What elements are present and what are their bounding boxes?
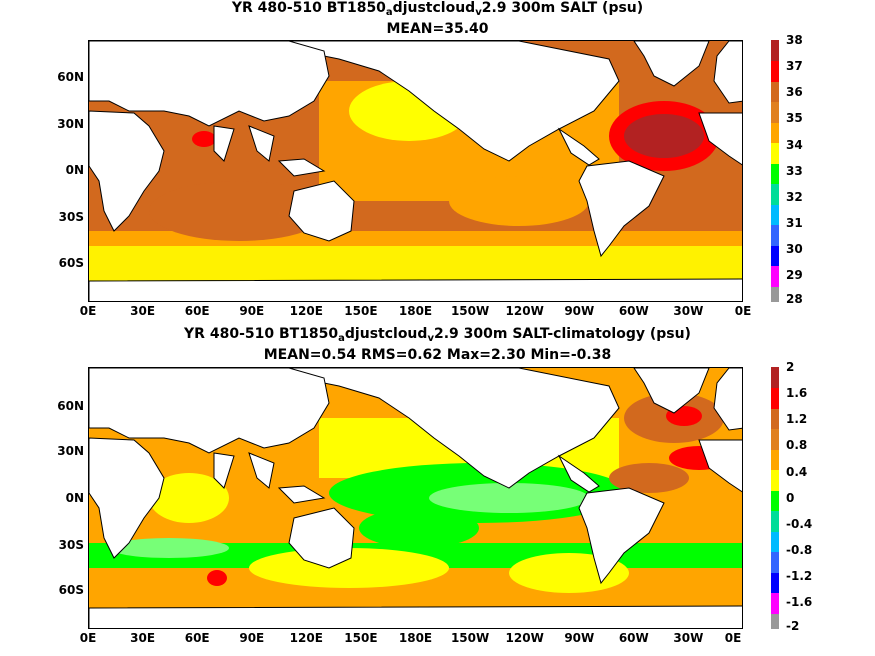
x-tick: 150E bbox=[344, 304, 378, 318]
x-tick: 180E bbox=[398, 631, 433, 645]
x-tick: 60E bbox=[184, 631, 210, 645]
panel1-subtitle: MEAN=35.40 bbox=[386, 21, 489, 37]
x-tick: 60W bbox=[618, 631, 649, 645]
x-tick: 120E bbox=[289, 631, 323, 645]
x-tick: 150W bbox=[450, 631, 490, 645]
y-tick: 0N bbox=[65, 491, 84, 505]
colorbar-label: 2 bbox=[786, 360, 795, 374]
y-tick: 60S bbox=[58, 583, 84, 597]
panel1-title: YR 480-510 BT1850adjustcloudv2.9 300m SA… bbox=[231, 0, 644, 18]
colorbar-label: -2 bbox=[786, 619, 800, 633]
x-tick: 0E bbox=[79, 631, 97, 645]
colorbar-label: 1.2 bbox=[786, 412, 808, 426]
y-tick: 60S bbox=[58, 256, 84, 270]
x-tick: 30W bbox=[673, 304, 704, 318]
colorbar-label: 28 bbox=[786, 292, 803, 306]
colorbar-label: 30 bbox=[786, 242, 803, 256]
colorbar-label: 38 bbox=[786, 33, 803, 47]
colorbar-label: -1.2 bbox=[786, 569, 813, 583]
x-tick: 30E bbox=[130, 304, 156, 318]
x-tick: 90W bbox=[564, 304, 595, 318]
panel2-subtitle: MEAN=0.54 RMS=0.62 Max=2.30 Min=-0.38 bbox=[263, 347, 612, 363]
colorbar-label: 34 bbox=[786, 138, 803, 152]
panel1-colorbar bbox=[771, 40, 779, 302]
salinity-map bbox=[88, 40, 743, 302]
y-tick: 60N bbox=[57, 399, 84, 413]
colorbar-label: 37 bbox=[786, 59, 803, 73]
x-tick: 90W bbox=[564, 631, 595, 645]
colorbar-label: -1.6 bbox=[786, 595, 813, 609]
panel2-title: YR 480-510 BT1850adjustcloudv2.9 300m SA… bbox=[184, 326, 691, 344]
x-tick: 0E bbox=[724, 631, 742, 645]
y-tick: 30N bbox=[57, 117, 84, 131]
x-tick: 60W bbox=[618, 304, 649, 318]
colorbar-label: 33 bbox=[786, 164, 803, 178]
colorbar-label: 35 bbox=[786, 111, 803, 125]
x-tick: 0E bbox=[79, 304, 97, 318]
colorbar-label: 0 bbox=[786, 491, 795, 505]
colorbar-label: 32 bbox=[786, 190, 803, 204]
x-tick: 30W bbox=[673, 631, 704, 645]
colorbar-label: 1.6 bbox=[786, 386, 808, 400]
colorbar-label: -0.4 bbox=[786, 517, 813, 531]
x-tick: 120W bbox=[505, 304, 544, 318]
x-tick: 60E bbox=[184, 304, 210, 318]
colorbar-label: 0.4 bbox=[786, 465, 808, 479]
colorbar-label: 0.8 bbox=[786, 438, 808, 452]
y-tick: 30S bbox=[58, 538, 84, 552]
y-tick: 0N bbox=[65, 163, 84, 177]
x-tick: 120W bbox=[505, 631, 544, 645]
x-tick: 150E bbox=[344, 631, 378, 645]
x-tick: 120E bbox=[289, 304, 323, 318]
x-tick: 90E bbox=[239, 304, 265, 318]
x-tick: 180E bbox=[398, 304, 433, 318]
x-tick: 150W bbox=[450, 304, 490, 318]
colorbar-label: 31 bbox=[786, 216, 803, 230]
colorbar-label: 29 bbox=[786, 268, 803, 282]
salinity-anomaly-map bbox=[88, 367, 743, 629]
x-tick: 90E bbox=[239, 631, 265, 645]
colorbar-label: -0.8 bbox=[786, 543, 813, 557]
y-tick: 30N bbox=[57, 444, 84, 458]
panel2-colorbar bbox=[771, 367, 779, 629]
y-tick: 60N bbox=[57, 70, 84, 84]
colorbar-label: 36 bbox=[786, 85, 803, 99]
x-tick: 30E bbox=[130, 631, 156, 645]
y-tick: 30S bbox=[58, 210, 84, 224]
x-tick: 0E bbox=[734, 304, 752, 318]
